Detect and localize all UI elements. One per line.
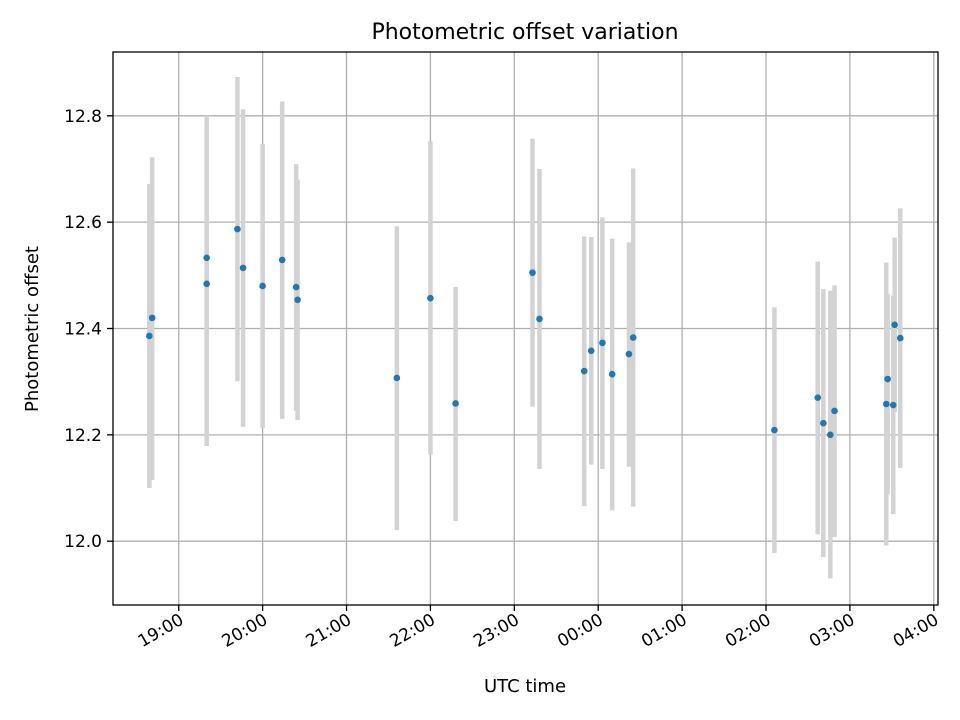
data-point — [896, 334, 904, 342]
data-point — [889, 401, 897, 409]
data-point — [587, 347, 595, 355]
data-point — [625, 350, 633, 358]
x-tick-label: 22:00 — [386, 610, 438, 652]
data-point — [629, 334, 637, 341]
data-point — [259, 282, 266, 290]
x-tick-label: 01:00 — [638, 610, 690, 652]
x-axis-ticks: 19:00 20:00 21:00 22:00 23:00 00:00 01:00 02:00… — [135, 605, 942, 652]
data-point — [536, 315, 543, 323]
y-tick-label: 12.2 — [64, 426, 102, 446]
data-point — [827, 431, 834, 439]
y-axis-ticks: 12.0 12.2 12.4 12.6 12.8 — [64, 107, 113, 552]
data-point — [239, 264, 247, 272]
data-point — [831, 407, 838, 415]
data-points — [146, 225, 904, 439]
data-point — [452, 400, 459, 407]
data-point — [427, 294, 434, 302]
data-point — [294, 296, 301, 304]
data-point — [580, 367, 588, 375]
data-point — [292, 283, 300, 291]
y-tick-label: 12.6 — [64, 213, 102, 233]
data-point — [234, 225, 241, 233]
data-point — [148, 314, 156, 322]
x-tick-label: 19:00 — [135, 610, 187, 652]
data-point — [278, 256, 286, 264]
x-tick-label: 21:00 — [303, 610, 355, 652]
data-point — [882, 400, 890, 408]
y-tick-label: 12.4 — [64, 320, 102, 340]
x-axis-label: UTC time — [484, 676, 566, 697]
data-point — [608, 370, 616, 378]
chart-title: Photometric offset variation — [371, 20, 678, 45]
data-point — [820, 419, 827, 427]
x-tick-label: 02:00 — [722, 610, 774, 652]
data-point — [599, 339, 606, 347]
data-point — [891, 321, 898, 329]
x-tick-label: 20:00 — [219, 610, 271, 652]
x-tick-label: 04:00 — [890, 610, 942, 652]
data-point — [203, 254, 210, 262]
data-point — [529, 269, 536, 276]
y-axis-label: Photometric offset — [22, 246, 43, 412]
x-tick-label: 23:00 — [470, 610, 522, 652]
data-point — [203, 280, 210, 288]
data-point — [393, 374, 401, 382]
data-point — [884, 375, 891, 383]
x-tick-label: 00:00 — [554, 610, 606, 652]
data-point — [771, 426, 778, 434]
y-tick-label: 12.8 — [64, 107, 102, 127]
grid — [113, 52, 938, 605]
data-point — [146, 332, 153, 340]
x-tick-label: 03:00 — [806, 610, 858, 652]
data-point — [814, 394, 822, 401]
y-tick-label: 12.0 — [64, 532, 102, 552]
